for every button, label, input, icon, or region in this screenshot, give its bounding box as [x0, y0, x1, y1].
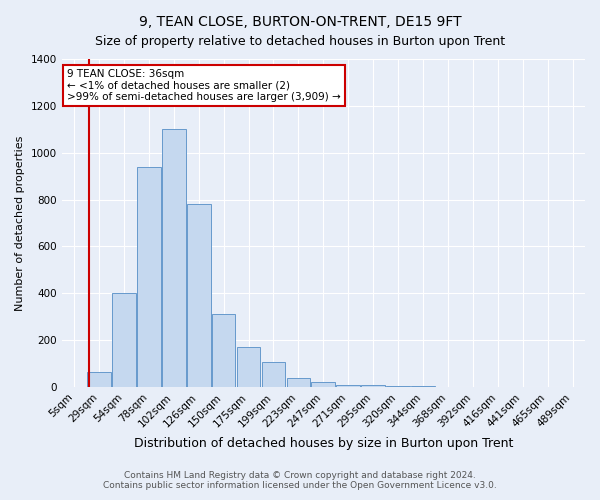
Bar	[386, 386, 410, 387]
Bar	[187, 204, 211, 387]
Text: Size of property relative to detached houses in Burton upon Trent: Size of property relative to detached ho…	[95, 35, 505, 48]
Bar	[361, 385, 385, 387]
Bar	[311, 382, 335, 387]
Bar	[87, 372, 111, 387]
Y-axis label: Number of detached properties: Number of detached properties	[15, 136, 25, 310]
Text: 9, TEAN CLOSE, BURTON-ON-TRENT, DE15 9FT: 9, TEAN CLOSE, BURTON-ON-TRENT, DE15 9FT	[139, 15, 461, 29]
Bar	[287, 378, 310, 387]
Bar	[112, 293, 136, 387]
Bar	[262, 362, 286, 387]
Bar	[212, 314, 235, 387]
Bar	[137, 167, 161, 387]
Bar	[162, 130, 185, 387]
X-axis label: Distribution of detached houses by size in Burton upon Trent: Distribution of detached houses by size …	[134, 437, 513, 450]
Bar	[237, 347, 260, 387]
Bar	[411, 386, 435, 387]
Bar	[337, 385, 360, 387]
Text: 9 TEAN CLOSE: 36sqm
← <1% of detached houses are smaller (2)
>99% of semi-detach: 9 TEAN CLOSE: 36sqm ← <1% of detached ho…	[67, 69, 341, 102]
Text: Contains HM Land Registry data © Crown copyright and database right 2024.
Contai: Contains HM Land Registry data © Crown c…	[103, 470, 497, 490]
